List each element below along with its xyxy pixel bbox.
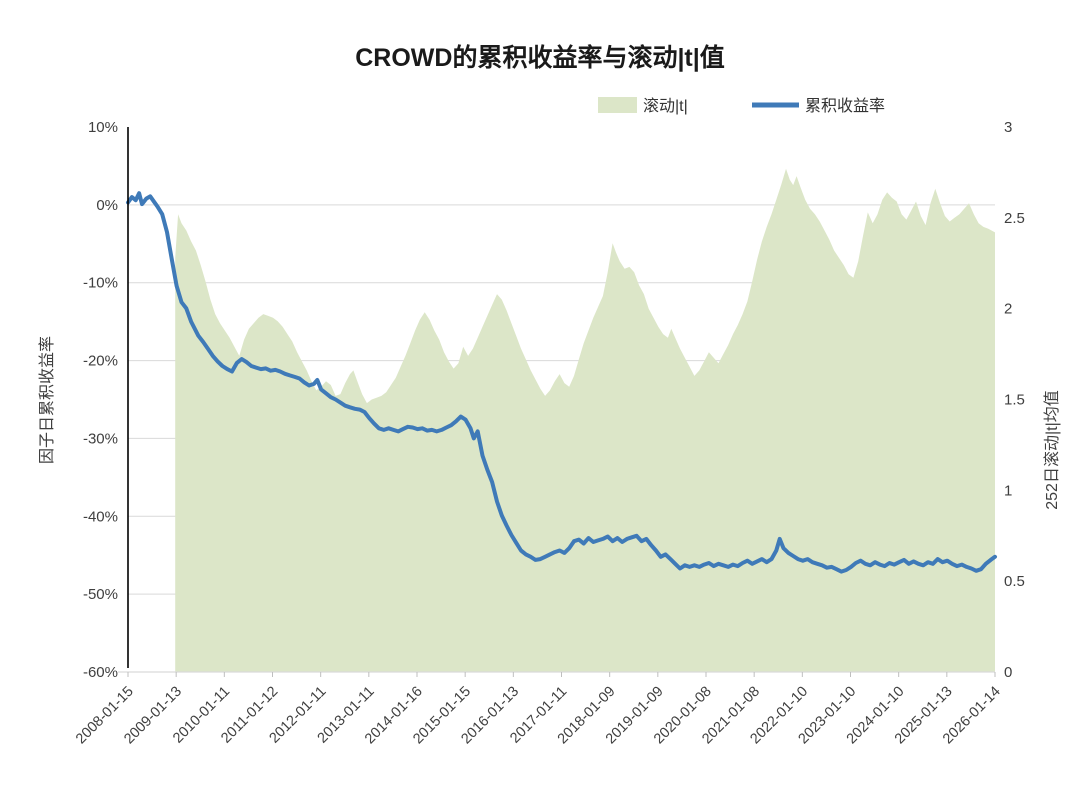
right-axis-title: 252日滚动|t|均值 <box>1043 390 1061 509</box>
svg-text:-40%: -40% <box>83 508 118 525</box>
svg-text:1.5: 1.5 <box>1004 392 1025 409</box>
left-axis-tick-labels: 10% 0% -10% -20% -30% -40% -50% -60% <box>83 119 118 681</box>
rolling-t-legend-swatch <box>598 97 637 113</box>
svg-text:0: 0 <box>1004 664 1012 681</box>
svg-text:-60%: -60% <box>83 664 118 681</box>
svg-text:1: 1 <box>1004 482 1012 499</box>
svg-text:2.5: 2.5 <box>1004 210 1025 227</box>
axis-lines <box>118 127 996 677</box>
svg-text:10%: 10% <box>88 119 118 136</box>
rolling-t-legend-label: 滚动|t| <box>643 97 688 115</box>
chart-title: CROWD的累积收益率与滚动|t|值 <box>355 43 725 72</box>
svg-text:3: 3 <box>1004 119 1012 136</box>
svg-text:2: 2 <box>1004 301 1012 318</box>
svg-text:-20%: -20% <box>83 353 118 370</box>
svg-text:-10%: -10% <box>83 275 118 292</box>
svg-text:0.5: 0.5 <box>1004 573 1025 590</box>
svg-text:-30%: -30% <box>83 430 118 447</box>
svg-text:-50%: -50% <box>83 586 118 603</box>
left-axis-title: 因子日累积收益率 <box>38 336 56 464</box>
right-axis-tick-labels: 0 0.5 1 1.5 2 2.5 3 <box>1004 119 1025 681</box>
plot-series <box>126 168 997 673</box>
x-axis-tick-labels: 2008-01-152009-01-132010-01-112011-01-12… <box>73 684 1004 748</box>
svg-text:0%: 0% <box>96 197 118 214</box>
cumulative-return-legend-label: 累积收益率 <box>805 97 885 115</box>
legend: 滚动|t| 累积收益率 <box>598 97 885 115</box>
